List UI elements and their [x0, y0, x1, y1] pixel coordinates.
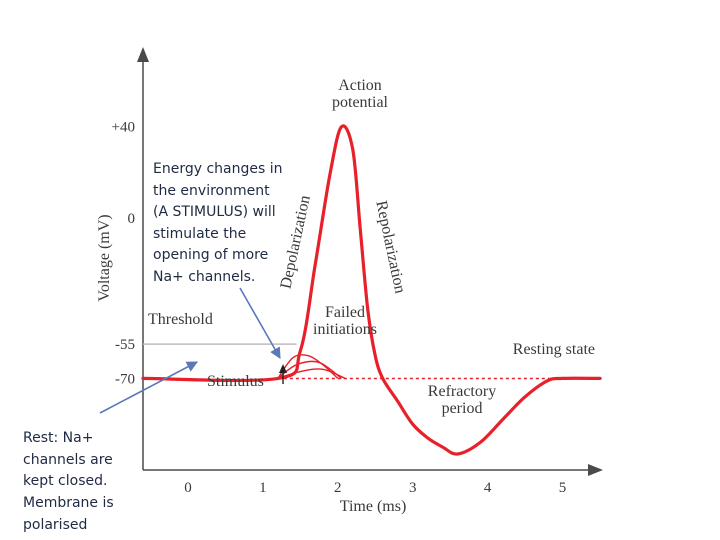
- stimulus-note-arrow: [239, 287, 281, 359]
- resting-state-label: Resting state: [513, 341, 595, 358]
- stimulus-label: Stimulus: [207, 373, 264, 390]
- x-tick-label: 1: [259, 480, 267, 496]
- stimulus-arrow: [279, 364, 287, 384]
- membrane-note: Membrane is polarised: [23, 495, 114, 533]
- failed-initiation-curve: [277, 354, 339, 379]
- y-tick-labels: +40 0 -55 -70: [112, 120, 135, 388]
- stimulus-note: Energy changes in the environment (A STI…: [153, 161, 283, 285]
- y-tick-label: -70: [115, 371, 135, 387]
- x-tick-label: 2: [334, 480, 342, 496]
- y-tick-label: +40: [112, 120, 135, 136]
- rest-note-arrow: [99, 361, 198, 414]
- x-axis-arrow: [588, 464, 603, 476]
- rest-note: Rest: Na+ channels are kept closed.: [23, 430, 113, 489]
- action-potential-curve: [141, 124, 602, 456]
- refractory-period-label: Refractory period: [428, 383, 496, 417]
- threshold-label: Threshold: [148, 311, 213, 328]
- x-tick-label: 3: [409, 480, 417, 496]
- x-tick-label: 0: [184, 480, 192, 496]
- x-tick-labels: 0 1 2 3 4 5: [184, 480, 566, 496]
- y-tick-label: -55: [115, 337, 135, 353]
- y-axis-title: Voltage (mV): [96, 214, 113, 301]
- y-axis-arrow: [137, 47, 149, 62]
- failed-initiations-label: Failed initiations: [313, 304, 377, 338]
- x-axis-title: Time (ms): [340, 498, 407, 515]
- x-tick-label: 5: [559, 480, 567, 496]
- x-tick-label: 4: [484, 480, 492, 496]
- y-tick-label: 0: [128, 211, 136, 227]
- repolarization-label: Repolarization: [372, 199, 408, 295]
- action-potential-label: Action potential: [332, 77, 389, 111]
- axes: [137, 47, 603, 476]
